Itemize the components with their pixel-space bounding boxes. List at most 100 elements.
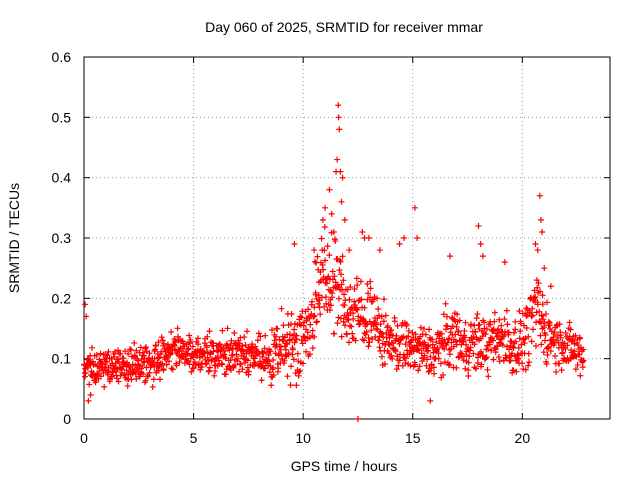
data-point: [139, 349, 146, 356]
data-point: [506, 346, 513, 353]
data-point: [294, 350, 301, 357]
y-tick-label: 0.6: [52, 49, 72, 65]
data-point: [377, 329, 384, 336]
data-point: [244, 328, 251, 335]
data-point: [160, 340, 167, 347]
data-point: [509, 350, 516, 357]
data-point: [471, 341, 478, 348]
data-point: [503, 307, 510, 314]
data-point: [540, 349, 547, 356]
data-point: [576, 351, 583, 358]
data-point: [343, 331, 350, 338]
data-point: [317, 311, 324, 318]
data-point: [320, 266, 327, 273]
data-point: [465, 359, 472, 366]
data-point: [362, 331, 369, 338]
data-point: [528, 313, 535, 320]
data-point: [295, 368, 302, 375]
data-point: [169, 346, 176, 353]
data-point: [366, 339, 373, 346]
data-point: [270, 357, 277, 364]
data-point: [191, 365, 198, 372]
data-point: [496, 358, 503, 365]
data-point: [476, 321, 483, 328]
data-point: [350, 315, 357, 322]
data-point: [516, 308, 523, 315]
data-point: [201, 350, 208, 357]
data-point: [158, 334, 165, 341]
data-point: [438, 330, 445, 337]
data-point: [206, 364, 213, 371]
data-point: [268, 327, 275, 334]
data-point: [335, 102, 342, 109]
data-point: [146, 369, 153, 376]
data-point: [512, 318, 519, 325]
data-point: [341, 216, 348, 223]
data-point: [421, 326, 428, 333]
data-point: [473, 365, 480, 372]
data-point: [287, 382, 294, 389]
data-point: [400, 235, 407, 241]
data-point: [322, 294, 329, 301]
data-point: [358, 296, 365, 303]
data-point: [251, 355, 258, 362]
data-point: [332, 238, 339, 245]
data-point: [510, 343, 517, 350]
data-point: [276, 336, 283, 343]
data-point: [83, 313, 90, 320]
data-point: [339, 287, 346, 294]
data-point: [155, 339, 162, 346]
data-point: [463, 341, 470, 348]
data-point: [579, 358, 586, 365]
data-point: [288, 363, 295, 370]
data-point: [174, 325, 181, 332]
data-point: [93, 351, 100, 358]
data-point: [496, 316, 503, 323]
data-point: [365, 290, 372, 297]
data-point: [187, 336, 194, 343]
data-point: [357, 278, 364, 285]
data-point: [98, 373, 105, 380]
data-point: [412, 331, 419, 338]
data-point: [150, 376, 157, 383]
data-point: [485, 346, 492, 353]
data-point: [282, 346, 289, 353]
data-point: [346, 247, 353, 254]
data-point: [534, 284, 541, 291]
data-point: [443, 313, 450, 320]
data-point: [348, 323, 355, 330]
data-point: [164, 354, 171, 361]
data-point: [391, 318, 398, 325]
data-point: [331, 273, 338, 280]
data-point: [321, 303, 328, 310]
data-point: [224, 340, 231, 347]
data-point: [194, 335, 201, 342]
grid: [84, 57, 610, 419]
data-point: [361, 337, 368, 344]
data-point: [236, 368, 243, 375]
data-point: [115, 347, 122, 354]
data-point: [541, 337, 548, 344]
data-point: [346, 339, 353, 346]
data-point: [204, 333, 211, 340]
data-point: [484, 366, 491, 373]
data-point: [416, 363, 423, 370]
data-point: [515, 355, 522, 362]
data-point: [456, 317, 463, 324]
data-point: [162, 347, 169, 354]
data-point: [338, 198, 345, 205]
data-point: [117, 372, 124, 379]
data-point: [495, 326, 502, 333]
data-point: [212, 368, 219, 375]
data-point: [302, 348, 309, 355]
data-point: [81, 373, 88, 380]
data-point: [311, 312, 318, 319]
data-point: [572, 332, 579, 339]
data-point: [538, 312, 545, 319]
data-point: [361, 304, 368, 311]
data-point: [159, 337, 166, 344]
data-point: [453, 364, 460, 371]
data-point: [532, 342, 539, 349]
data-point: [322, 257, 329, 264]
data-point: [540, 324, 547, 331]
